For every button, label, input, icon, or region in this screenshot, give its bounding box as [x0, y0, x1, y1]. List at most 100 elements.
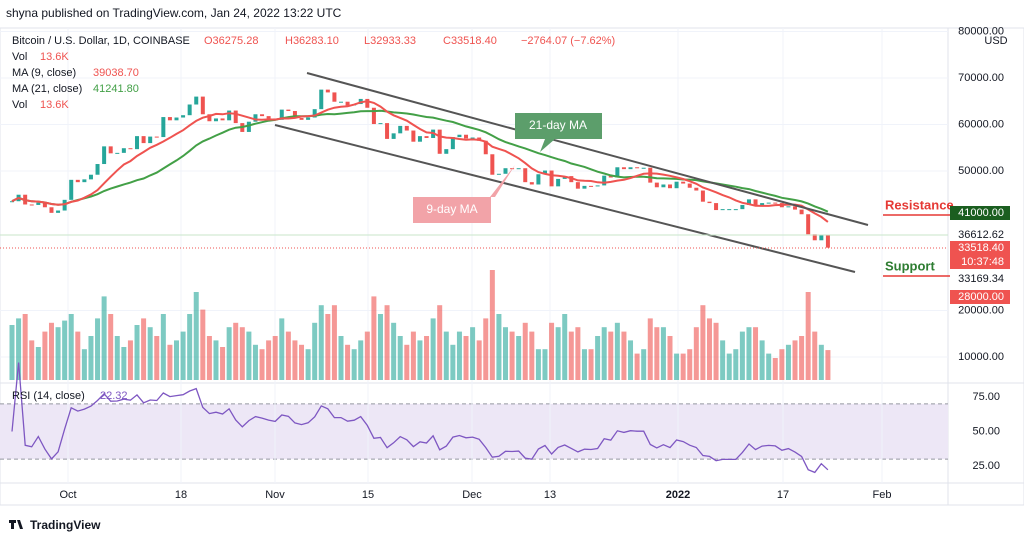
volume-bar [88, 336, 94, 380]
volume-bar [720, 340, 726, 380]
volume-bar [417, 340, 423, 380]
volume-bar [509, 331, 515, 380]
price-label-box [950, 255, 1010, 269]
candle [556, 178, 561, 187]
volume-bar [503, 327, 508, 380]
ma21-line [11, 109, 829, 213]
currency-box [970, 32, 1022, 46]
volume-bar [476, 340, 482, 380]
candle [325, 89, 330, 93]
volume-bar [29, 340, 35, 380]
candle [398, 125, 403, 134]
price-label-box [950, 272, 1010, 286]
candle [799, 209, 804, 215]
candle [319, 89, 324, 110]
volume-bar [470, 327, 476, 380]
volume-bar [48, 322, 54, 380]
candle [608, 175, 613, 178]
ohlc: L32933.33 [364, 35, 416, 47]
volume-bar [654, 327, 660, 380]
volume-bar [818, 344, 824, 380]
volume-bar [608, 331, 614, 380]
x-tick-label: Oct [59, 489, 76, 501]
legend-value: 39038.70 [93, 67, 139, 79]
candle [286, 109, 291, 112]
volume-bar [516, 336, 522, 380]
rsi-line [11, 362, 829, 474]
volume-bar [779, 349, 785, 380]
volume-bar [713, 322, 719, 380]
y-tick-label: 20000.00 [958, 304, 1004, 316]
price-label-box [950, 241, 1010, 255]
candle [661, 184, 666, 188]
candle [549, 170, 554, 187]
price-label: 33518.40 [958, 242, 1004, 254]
volume-bar [101, 296, 107, 380]
volume-bar [647, 318, 653, 380]
candle [470, 137, 475, 139]
volume-bar [200, 309, 206, 380]
currency: USD [984, 35, 1007, 47]
candle [187, 104, 192, 116]
volume-bar [226, 327, 232, 380]
candle [306, 117, 311, 120]
volume-bar [213, 340, 219, 380]
x-tick-label: 15 [362, 489, 374, 501]
candle [417, 136, 422, 142]
y-tick-label: 50000.00 [958, 165, 1004, 177]
volume-bar [180, 331, 186, 380]
volume-bar [160, 314, 166, 380]
volume-bar [496, 314, 502, 380]
candle [635, 167, 640, 169]
y-tick-label: 70000.00 [958, 72, 1004, 84]
volume-bar [397, 336, 403, 380]
price-label-box [950, 290, 1010, 304]
x-tick-label: Nov [265, 489, 285, 501]
volume-bar [549, 322, 555, 380]
candle [700, 190, 705, 202]
volume-bar [220, 347, 226, 380]
candle [29, 204, 34, 206]
candle [483, 140, 488, 155]
candle [141, 136, 146, 144]
volume-bar [81, 349, 87, 380]
volume-bar [266, 340, 272, 380]
volume-bar [674, 353, 680, 380]
volume-bar [16, 318, 22, 380]
candle [207, 114, 212, 122]
volume-bar [535, 349, 541, 380]
candle [457, 134, 462, 138]
candle [220, 118, 225, 121]
candle [707, 201, 712, 204]
rsi-band [0, 403, 948, 460]
candle [424, 136, 429, 138]
ohlc: O36275.28 [204, 35, 258, 47]
x-tick-label: Dec [462, 489, 482, 501]
candle [496, 173, 501, 175]
candle [378, 123, 383, 125]
volume-bar [338, 336, 344, 380]
volume-bar [726, 353, 732, 380]
candle [589, 185, 594, 187]
legend-title: Vol [12, 51, 27, 63]
volume-bar [766, 353, 772, 380]
candle [806, 214, 811, 235]
candle [56, 210, 61, 213]
volume-bar [292, 340, 298, 380]
volume-bar [805, 292, 811, 380]
candle [36, 202, 41, 205]
candle [128, 148, 133, 150]
candle [371, 107, 376, 125]
volume-bar [483, 318, 489, 380]
volume-bar [312, 322, 318, 380]
volume-bar [529, 331, 535, 380]
callout-text: 9-day MA [426, 202, 477, 216]
candle [510, 168, 515, 170]
volume-bar [134, 325, 140, 380]
volume-bar [450, 344, 456, 380]
candle [82, 179, 87, 183]
candle [773, 202, 778, 204]
candle [135, 136, 140, 150]
candle [95, 164, 100, 175]
